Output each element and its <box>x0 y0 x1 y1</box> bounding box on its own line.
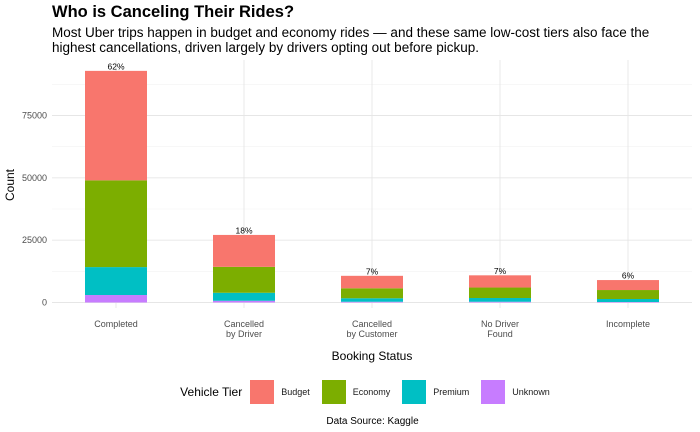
legend: Vehicle Tier Budget Economy Premium Unkn… <box>0 380 700 404</box>
bar-percent-label: 6% <box>622 271 635 281</box>
legend-item-economy: Economy <box>321 380 395 404</box>
bar-segment-economy <box>597 290 659 300</box>
legend-swatch-budget <box>250 380 275 404</box>
legend-label-unknown: Unknown <box>512 387 550 397</box>
bar-segment-unknown <box>341 301 403 303</box>
bar-segment-economy <box>85 180 147 268</box>
legend-label-premium: Premium <box>433 387 470 397</box>
legend-swatch-unknown <box>481 380 506 404</box>
bar-segment-unknown <box>469 301 531 303</box>
y-tick-label: 50000 <box>22 173 47 183</box>
x-tick-label: Cancelled by Customer <box>346 319 397 339</box>
chart-subtitle: Most Uber trips happen in budget and eco… <box>52 25 650 55</box>
bar-segment-economy <box>341 288 403 299</box>
bar-segment-premium <box>341 298 403 302</box>
bar-segment-budget <box>85 70 147 181</box>
bar-percent-label: 7% <box>366 266 379 276</box>
bar-segment-premium <box>213 292 275 301</box>
bar-segment-unknown <box>85 295 147 303</box>
chart-title: Who is Canceling Their Rides? <box>52 3 295 21</box>
labels-layer: 0 25000 50000 75000 62% Completed 18% Cancelled… <box>22 61 650 339</box>
x-axis-title: Booking Status <box>332 349 413 363</box>
legend-title: Vehicle Tier <box>180 385 243 399</box>
bar-segment-premium <box>85 267 147 296</box>
plot-area: 0 25000 50000 75000 62% Completed 18% Cancelled… <box>3 60 692 363</box>
x-tick-label: Completed <box>94 319 138 329</box>
x-tick-label: Incomplete <box>606 319 650 329</box>
y-tick-label: 25000 <box>22 235 47 245</box>
bar-segment-unknown <box>213 300 275 303</box>
legend-label-economy: Economy <box>352 387 391 397</box>
legend-item-budget: Budget <box>250 380 314 404</box>
x-tick-label: Cancelled by Driver <box>224 319 264 339</box>
bar-percent-label: 7% <box>494 266 507 276</box>
legend-swatch-premium <box>402 380 427 404</box>
bar-segment-budget <box>341 275 403 289</box>
legend-label-budget: Budget <box>281 387 310 397</box>
bar-segment-budget <box>597 280 659 291</box>
legend-swatch-economy <box>321 380 346 404</box>
bars-layer <box>85 70 659 303</box>
bar-segment-premium <box>469 298 531 302</box>
y-tick-label: 75000 <box>22 111 47 121</box>
data-source-caption: Data Source: Kaggle <box>326 416 419 427</box>
bar-segment-budget <box>469 275 531 288</box>
bar-segment-economy <box>469 287 531 299</box>
y-tick-label: 0 <box>42 298 47 308</box>
bar-segment-budget <box>213 234 275 267</box>
legend-item-unknown: Unknown <box>481 380 554 404</box>
bar-percent-label: 62% <box>107 61 124 71</box>
x-tick-label: No Driver Found <box>481 319 519 339</box>
bar-segment-premium <box>597 299 659 303</box>
legend-item-premium: Premium <box>402 380 473 404</box>
y-axis-title: Count <box>3 168 17 201</box>
bar-segment-economy <box>213 266 275 293</box>
bar-percent-label: 18% <box>235 225 252 235</box>
